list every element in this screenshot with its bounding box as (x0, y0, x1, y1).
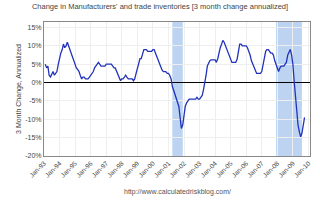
svg-text:-20%: -20% (25, 152, 41, 159)
svg-text:Jan-98: Jan-98 (106, 159, 125, 178)
svg-text:Jan-99: Jan-99 (121, 159, 140, 178)
svg-text:-15%: -15% (25, 134, 41, 141)
svg-text:Jan-00: Jan-00 (137, 159, 156, 178)
svg-text:Jan-10: Jan-10 (292, 159, 311, 178)
svg-text:Jan-93: Jan-93 (28, 159, 47, 178)
svg-text:15%: 15% (28, 24, 42, 31)
svg-text:Jan-97: Jan-97 (90, 159, 109, 178)
svg-text:Jan-96: Jan-96 (75, 159, 94, 178)
svg-text:5%: 5% (31, 61, 41, 68)
svg-text:Jan-06: Jan-06 (230, 159, 249, 178)
svg-text:http://www.calculatedriskblog.: http://www.calculatedriskblog.com/ (124, 188, 231, 196)
svg-text:Jan-05: Jan-05 (215, 159, 234, 178)
svg-text:0%: 0% (31, 79, 41, 86)
svg-text:Jan-09: Jan-09 (277, 159, 296, 178)
svg-text:Change in Manufacturers' and t: Change in Manufacturers' and trade inven… (32, 2, 288, 11)
svg-text:Jan-07: Jan-07 (246, 159, 265, 178)
svg-text:-10%: -10% (25, 116, 41, 123)
svg-text:Jan-95: Jan-95 (59, 159, 78, 178)
svg-text:10%: 10% (28, 42, 42, 49)
svg-text:Jan-02: Jan-02 (168, 159, 187, 178)
svg-text:Jan-04: Jan-04 (199, 159, 218, 178)
svg-text:Jan-01: Jan-01 (152, 159, 171, 178)
svg-text:-5%: -5% (29, 97, 41, 104)
svg-text:Jan-08: Jan-08 (261, 159, 280, 178)
svg-text:Jan-94: Jan-94 (44, 159, 63, 178)
svg-text:3 Month Change, Annualized: 3 Month Change, Annualized (15, 44, 23, 134)
svg-text:Jan-03: Jan-03 (184, 159, 203, 178)
